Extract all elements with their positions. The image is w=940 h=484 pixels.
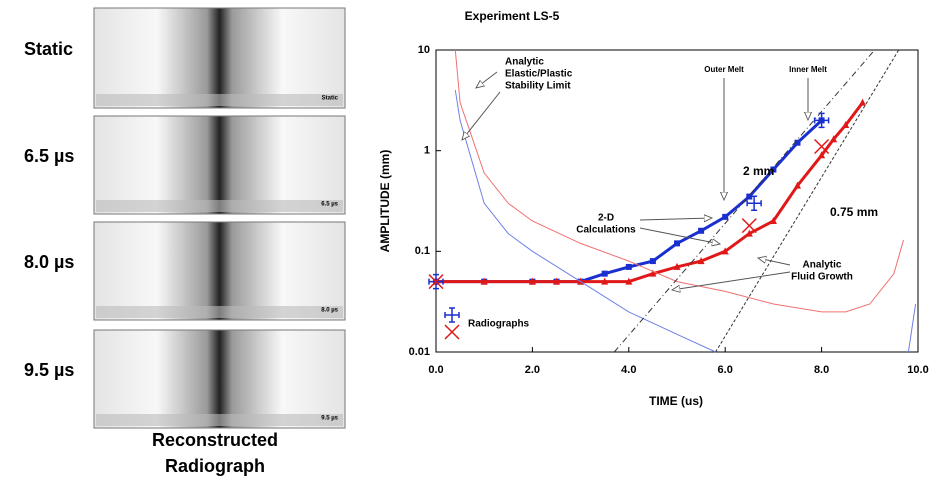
x-tick-label: 0.0: [428, 364, 443, 376]
x-axis-label: TIME (us): [649, 394, 703, 408]
radiograph-row-label: Static: [24, 39, 73, 59]
point: [625, 277, 633, 285]
y-axis-label: AMPLITUDE (mm): [378, 150, 392, 253]
annotation: Analytic: [803, 260, 842, 271]
radiograph-marker: [746, 195, 762, 212]
point: [528, 277, 536, 285]
point: [697, 257, 705, 265]
annotation: Inner Melt: [789, 65, 827, 74]
point: [649, 269, 657, 277]
radiograph-marker: [428, 274, 444, 290]
radiograph-panel: Static Static 6.5 µs 6.5 µs 8.0 µs 8.0 µs 9.5 …: [24, 7, 346, 476]
annotation: Outer Melt: [704, 65, 744, 74]
radiograph-floor: [96, 94, 343, 106]
point: [674, 240, 680, 247]
radiograph-row-label: 9.5 µs: [24, 360, 74, 380]
series-line: [436, 101, 864, 284]
chart-title: Experiment LS-5: [465, 9, 560, 23]
x-tick-label: 4.0: [621, 364, 636, 376]
radiograph-marker: [813, 112, 830, 129]
series-label: 2 mm: [743, 164, 774, 178]
radiograph-marker: [444, 324, 460, 340]
point: [601, 270, 608, 277]
radiograph-floor: [96, 414, 343, 426]
radiograph-marker: [741, 218, 757, 234]
radiograph-image-label: Static: [322, 96, 339, 102]
point: [818, 151, 826, 159]
point: [601, 277, 609, 285]
annotation-arrow: [476, 71, 498, 88]
annotation: Fluid Growth: [791, 272, 853, 283]
point: [842, 120, 850, 128]
radiograph-marker: [814, 138, 830, 155]
series-line: [715, 49, 900, 353]
annotation-arrow: [672, 271, 791, 290]
radiograph-image: [93, 221, 346, 321]
radiograph-row-label: 8.0 µs: [24, 252, 74, 272]
annotation-arrow: [639, 218, 712, 220]
y-tick-label: 1: [424, 145, 430, 157]
point: [746, 193, 753, 200]
annotation-arrow: [758, 258, 791, 266]
chart: Experiment LS-5 TIME (us) AMPLITUDE (mm)…: [378, 9, 929, 408]
point: [770, 166, 777, 173]
series-line: [613, 49, 875, 353]
radiograph-caption: Reconstructed: [152, 430, 278, 450]
radiograph-image: [93, 7, 346, 109]
point: [722, 213, 729, 220]
plot-area: [435, 49, 919, 353]
series-label: 0.75 mm: [830, 205, 878, 219]
point: [698, 227, 705, 234]
annotation: Elastic/Plastic: [505, 69, 573, 80]
annotation: Calculations: [576, 225, 636, 236]
x-tick-label: 2.0: [525, 364, 540, 376]
annotation-arrow: [639, 227, 720, 244]
point: [553, 277, 560, 285]
radiograph-image: [93, 115, 346, 215]
point: [625, 263, 632, 270]
point: [649, 258, 656, 265]
radiograph-row-label: 6.5 µs: [24, 146, 74, 166]
point: [721, 247, 729, 255]
point: [794, 181, 801, 189]
point: [859, 98, 867, 106]
radiograph-floor: [96, 200, 343, 212]
x-tick-label: 8.0: [814, 364, 829, 376]
point: [480, 277, 488, 285]
radiograph-image-label: 8.0 µs: [321, 308, 338, 314]
radiograph-floor: [96, 306, 343, 318]
legend-label: Radiographs: [468, 319, 530, 330]
y-tick-label: 0.01: [409, 346, 430, 358]
point: [830, 135, 838, 143]
x-tick-label: 10.0: [907, 364, 928, 376]
annotation: 2-D: [598, 213, 614, 224]
radiograph-caption: Radiograph: [165, 456, 265, 476]
annotation-arrow: [462, 91, 501, 140]
y-tick-label: 10: [418, 44, 430, 56]
x-tick-label: 6.0: [718, 364, 733, 376]
point: [745, 229, 753, 237]
series-line: [454, 90, 917, 353]
y-tick-label: 0.1: [415, 245, 430, 257]
annotation: Stability Limit: [505, 81, 571, 92]
radiograph-image: [93, 329, 346, 429]
point: [673, 262, 681, 270]
point: [769, 217, 777, 225]
radiograph-image-label: 6.5 µs: [321, 202, 338, 208]
annotation: Analytic: [505, 57, 544, 68]
series-line: [454, 49, 904, 313]
point: [794, 139, 801, 146]
radiograph-marker: [444, 307, 460, 323]
radiograph-image-label: 9.5 µs: [321, 416, 338, 422]
